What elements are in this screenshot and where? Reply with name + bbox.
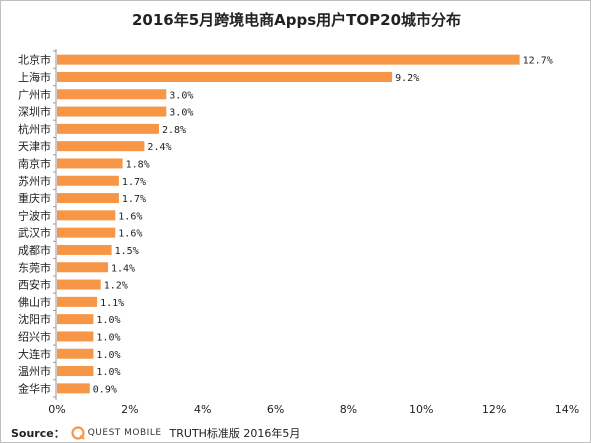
data-label: 3.0% [169,108,193,119]
bar [57,366,94,377]
x-tick-label: 2% [121,403,138,416]
bar [57,296,98,307]
source-label: Source： [11,427,65,440]
data-label: 9.2% [395,73,419,84]
category-label: 西安市 [18,278,51,292]
category-label: 绍兴市 [18,329,51,343]
data-label: 1.0% [96,332,120,343]
logo-text: QUEST MOBILE [87,428,162,438]
bar [57,383,90,394]
category-label: 武汉市 [18,226,51,240]
bar [57,314,94,325]
data-label: 0.9% [93,384,117,395]
category-label: 杭州市 [18,122,51,136]
category-label: 沈阳市 [18,312,51,326]
bar [57,348,94,359]
category-label: 上海市 [18,70,51,84]
data-label: 1.2% [104,281,128,292]
data-label: 1.1% [100,298,124,309]
x-tick-label: 12% [482,403,506,416]
chart-title: 2016年5月跨境电商Apps用户TOP20城市分布 [131,11,462,29]
data-label: 1.7% [122,194,146,205]
x-tick-label: 4% [194,403,211,416]
category-label: 北京市 [18,53,51,67]
data-label: 1.0% [96,315,120,326]
bar [57,244,112,255]
bar [57,279,101,290]
bar [57,54,520,65]
source-note: TRUTH标准版 2016年5月 [169,427,301,440]
bar [57,331,94,342]
bar [57,227,116,238]
data-label: 1.0% [96,367,120,378]
category-label: 重庆市 [18,191,51,205]
questmobile-logo: QUEST MOBILE [71,426,162,440]
bar [57,141,145,152]
category-label: 深圳市 [18,105,51,119]
category-label: 大连市 [18,347,51,361]
x-tick-label: 8% [340,403,357,416]
data-label: 1.0% [96,350,120,361]
category-label: 成都市 [18,243,51,257]
category-label: 金华市 [18,381,51,395]
data-label: 12.7% [523,56,553,67]
data-label: 3.0% [169,90,193,101]
data-label: 1.5% [115,246,139,257]
category-label: 东莞市 [18,260,51,274]
category-label: 宁波市 [18,208,51,222]
questmobile-logo-icon [71,426,85,440]
category-label: 苏州市 [18,174,51,188]
category-label: 佛山市 [18,295,51,309]
data-label: 1.8% [126,159,150,170]
bar [57,106,167,117]
data-label: 2.8% [162,125,186,136]
source-footer: Source： QUEST MOBILE TRUTH标准版 2016年5月 [11,425,300,441]
bar [57,89,167,100]
bar [57,175,119,186]
category-label: 广州市 [18,87,51,101]
x-tick-label: 6% [267,403,284,416]
bar [57,210,116,221]
category-label: 南京市 [18,156,51,170]
data-label: 1.6% [118,229,142,240]
category-label: 天津市 [18,139,51,153]
data-label: 1.4% [111,263,135,274]
data-label: 2.4% [147,142,171,153]
bar [57,262,108,273]
x-tick-label: 0% [48,403,65,416]
data-label: 1.7% [122,177,146,188]
x-tick-label: 14% [555,403,579,416]
bar [57,193,119,204]
bar [57,123,159,134]
category-label: 温州市 [18,364,51,378]
data-label: 1.6% [118,211,142,222]
bar [57,158,123,169]
bar [57,71,393,82]
x-tick-label: 10% [409,403,433,416]
